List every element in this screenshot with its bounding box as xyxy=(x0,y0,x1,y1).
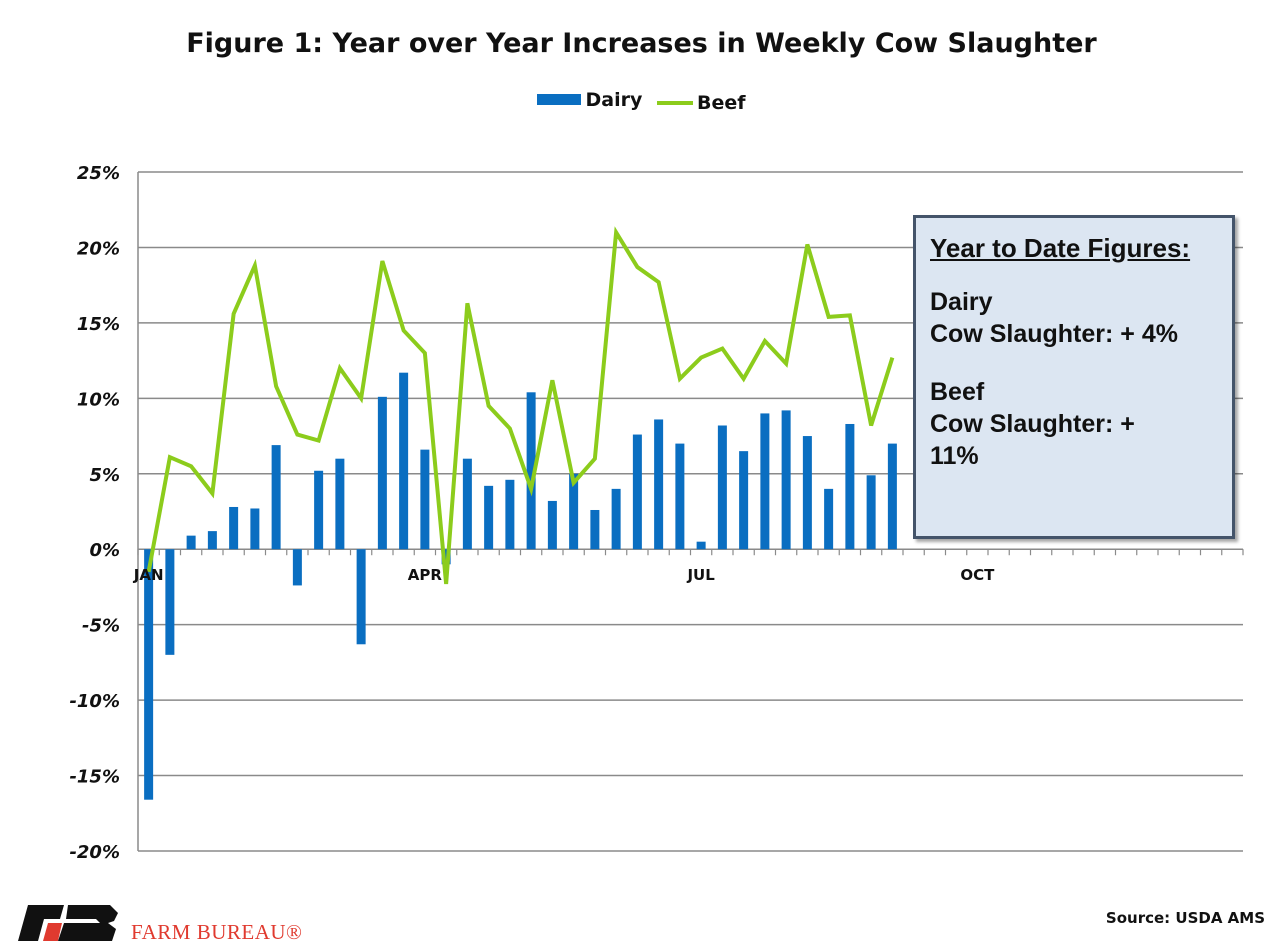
dairy-bar xyxy=(718,425,727,549)
dairy-bar xyxy=(590,510,599,549)
y-tick-label: -15% xyxy=(69,767,120,788)
y-tick-label: 20% xyxy=(77,238,120,259)
dairy-bar xyxy=(420,450,429,550)
dairy-bar xyxy=(335,459,344,550)
ytd-dairy-value: Cow Slaughter: + 4% xyxy=(930,318,1232,350)
dairy-bar xyxy=(144,549,153,799)
dairy-bar xyxy=(803,436,812,549)
dairy-bar xyxy=(484,486,493,549)
beef-line xyxy=(149,232,893,584)
dairy-bar xyxy=(612,489,621,549)
dairy-bar xyxy=(293,549,302,585)
dairy-bar xyxy=(357,549,366,644)
ytd-beef-value: Cow Slaughter: + 11% xyxy=(930,408,1190,472)
dairy-bar xyxy=(229,507,238,549)
ytd-figures-box: Year to Date Figures: Dairy Cow Slaughte… xyxy=(913,215,1235,539)
dairy-bar xyxy=(187,536,196,550)
y-tick-label: -20% xyxy=(69,842,120,863)
dairy-bar xyxy=(463,459,472,550)
dairy-bar xyxy=(314,471,323,549)
dairy-bar xyxy=(505,480,514,549)
dairy-bar xyxy=(165,549,174,655)
dairy-bar xyxy=(208,531,217,549)
y-tick-label: -10% xyxy=(69,691,120,712)
x-month-label: APR xyxy=(408,566,443,584)
dairy-bar xyxy=(272,445,281,549)
dairy-bar xyxy=(760,413,769,549)
x-month-label: JUL xyxy=(686,566,715,584)
dairy-bar xyxy=(888,444,897,550)
y-tick-label: 0% xyxy=(89,540,120,561)
ytd-heading: Year to Date Figures: xyxy=(930,232,1232,264)
y-tick-label: 10% xyxy=(77,389,120,410)
dairy-bar xyxy=(675,444,684,550)
x-month-label: OCT xyxy=(960,566,995,584)
y-tick-label: 15% xyxy=(77,314,120,335)
dairy-bar xyxy=(654,419,663,549)
x-month-label: JAN xyxy=(133,566,164,584)
dairy-bar xyxy=(250,508,259,549)
dairy-bar xyxy=(867,475,876,549)
dairy-bar xyxy=(378,397,387,549)
dairy-bar xyxy=(548,501,557,549)
y-tick-label: -5% xyxy=(82,616,120,637)
dairy-bar xyxy=(845,424,854,549)
dairy-bar xyxy=(739,451,748,549)
ytd-dairy-label: Dairy xyxy=(930,286,1232,318)
dairy-bar xyxy=(824,489,833,549)
dairy-bar xyxy=(697,542,706,550)
dairy-bar xyxy=(782,410,791,549)
ytd-beef-label: Beef xyxy=(930,376,1232,408)
dairy-bar xyxy=(633,435,642,550)
farm-bureau-logo-text: FARM BUREAU® xyxy=(131,920,303,945)
dairy-bar xyxy=(399,373,408,550)
y-tick-label: 5% xyxy=(89,465,120,486)
y-tick-label: 25% xyxy=(77,163,120,184)
source-note: Source: USDA AMS xyxy=(1106,909,1265,927)
